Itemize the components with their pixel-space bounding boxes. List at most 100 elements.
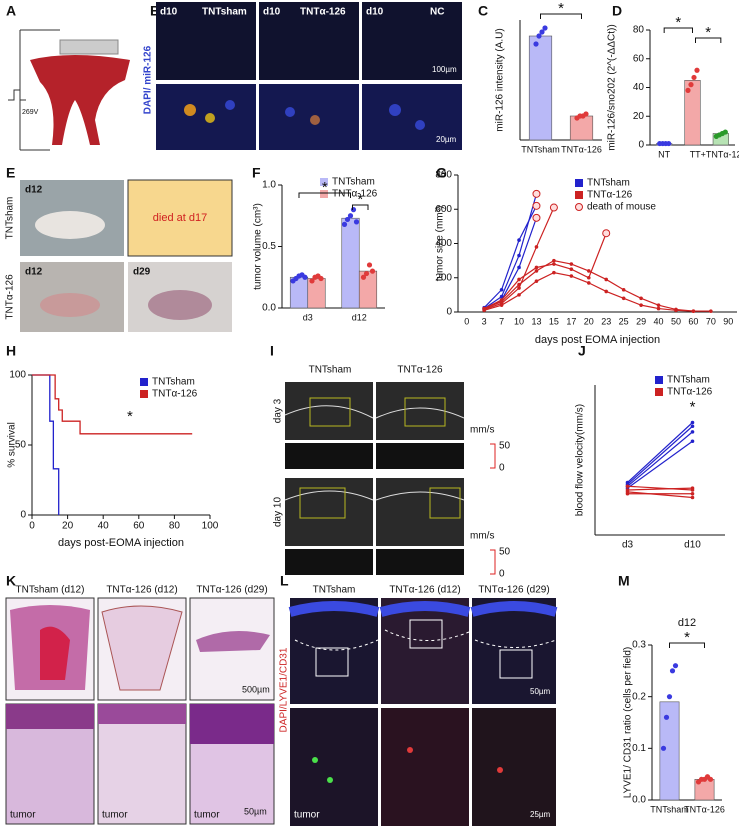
x-tick-label: 23 — [601, 316, 611, 326]
data-point — [309, 278, 315, 284]
panel-letter: J — [578, 343, 586, 359]
y-tick-label: 0 — [446, 307, 452, 318]
x-tick-label: NT — [658, 149, 670, 159]
column-label: TNTα-126 (d12) — [106, 585, 177, 596]
data-point — [369, 268, 376, 274]
significance-bracket — [663, 27, 693, 33]
y-tick-label: 800 — [435, 170, 452, 181]
significance-label: * — [705, 24, 711, 41]
data-point — [302, 274, 308, 280]
data-point — [690, 424, 695, 429]
scale-label: 50µm — [530, 687, 551, 696]
legend-swatch — [655, 388, 663, 396]
y-tick-label: 40 — [633, 82, 645, 93]
x-axis-label: days post-EOMA injection — [58, 537, 184, 549]
data-point — [366, 262, 373, 268]
data-point — [569, 262, 574, 266]
row-label: TNTα-126 — [5, 274, 16, 320]
data-point — [690, 430, 695, 434]
column-label: TNTα-126 (d12) — [389, 585, 460, 596]
tumor-label: tumor — [102, 810, 128, 821]
panel-letter: E — [6, 165, 15, 181]
data-point — [353, 219, 360, 225]
data-point — [583, 111, 589, 117]
y-tick-label: 0 — [638, 140, 644, 151]
series-line — [483, 233, 607, 310]
x-tick-label: 17 — [566, 316, 576, 326]
data-point — [533, 41, 539, 47]
series-line — [627, 440, 693, 489]
data-point — [690, 488, 695, 492]
data-point — [663, 714, 670, 720]
data-point — [690, 420, 695, 425]
scale-label: 100µm — [432, 65, 457, 74]
x-tick-label: d3 — [622, 540, 634, 551]
x-tick-label: d12 — [352, 312, 367, 322]
significance-bracket — [669, 642, 705, 648]
x-tick-label: 15 — [549, 316, 559, 326]
row-label: TNTsham — [5, 197, 16, 240]
photos — [20, 179, 233, 332]
x-tick-label: T+TNTα-126 — [695, 149, 739, 159]
y-tick-label: 60 — [633, 53, 645, 64]
data-point — [604, 289, 609, 294]
scale-label: 500µm — [242, 684, 270, 694]
significance-bracket — [540, 13, 582, 19]
data-point — [344, 216, 351, 223]
bar — [358, 270, 378, 309]
data-point — [569, 267, 574, 271]
bar — [569, 115, 594, 141]
x-tick-label: TNTsham — [650, 804, 689, 814]
data-point — [625, 490, 630, 494]
ultrasound — [284, 382, 496, 575]
y-tick-label: 0.5 — [262, 241, 276, 252]
stain-label: DAPI/LYVE1/CD31 — [279, 647, 290, 732]
voltage-label: 269V — [22, 109, 39, 116]
day-label: d10 — [160, 7, 178, 18]
data-point — [660, 745, 667, 751]
scale-label: 0 — [499, 569, 505, 580]
micrographs — [156, 2, 462, 150]
data-point — [517, 265, 521, 270]
x-tick-label: 0 — [464, 316, 469, 326]
x-tick-label: 80 — [169, 521, 181, 532]
significance-label: * — [690, 398, 696, 415]
data-point — [552, 270, 556, 275]
group-label: TNTsham — [202, 7, 247, 18]
series-line — [627, 425, 693, 485]
x-tick-label: TNTα-126 — [561, 144, 602, 154]
data-point — [621, 287, 626, 292]
data-point — [363, 270, 370, 277]
x-tick-label: d3 — [303, 312, 313, 322]
bar — [341, 217, 360, 309]
data-point — [536, 33, 542, 39]
data-point — [656, 306, 661, 311]
column-label: TNTα-126 (d29) — [478, 585, 549, 596]
legend-label: death of mouse — [587, 202, 656, 213]
data-point — [517, 277, 521, 282]
column-label: TNTsham — [309, 365, 352, 376]
panel-letter: H — [6, 343, 16, 359]
schematic — [8, 29, 130, 151]
data-point — [552, 258, 556, 263]
data-point — [625, 480, 630, 485]
panel-letter: K — [6, 573, 16, 589]
data-point — [360, 274, 367, 280]
x-tick-label: 40 — [654, 316, 664, 326]
series-line — [483, 205, 538, 309]
scale-label: 50 — [499, 441, 511, 452]
x-tick-label: TNTα-126 — [684, 804, 725, 814]
data-point — [341, 221, 348, 227]
data-point — [625, 484, 630, 489]
group-label: TNTα-126 — [300, 7, 346, 18]
panel-letter: G — [436, 165, 447, 181]
significance-bracket — [695, 37, 722, 43]
x-tick-label: 60 — [133, 521, 145, 532]
legend-swatch — [320, 178, 328, 186]
stain-label: DAPI/ miR-126 — [143, 45, 154, 114]
legend-swatch — [140, 378, 148, 386]
data-point — [709, 309, 713, 313]
data-point — [688, 82, 694, 88]
column-label: TNTα-126 (d29) — [196, 585, 267, 596]
y-axis-label: miR-126/sno202 (2^(-ΔΔCt)) — [607, 24, 618, 150]
